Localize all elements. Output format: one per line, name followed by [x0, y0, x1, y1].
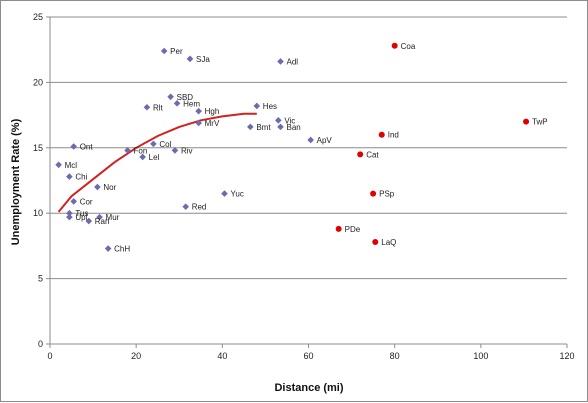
data-point-ChH: [104, 245, 112, 252]
data-point-Upl: [66, 213, 73, 221]
x-tick-label: 20: [131, 351, 141, 361]
data-point-Mur: [96, 213, 103, 221]
data-point-Chi: [66, 173, 73, 180]
data-label-ChH: ChH: [114, 245, 130, 254]
data-label-Per: Per: [170, 47, 183, 56]
data-label-Cat: Cat: [366, 150, 379, 159]
x-tick-label: 100: [473, 351, 488, 361]
data-point-Per: [160, 47, 168, 55]
data-point-Lel: [139, 153, 146, 161]
x-tick-label: 60: [303, 351, 313, 361]
y-tick-label: 0: [38, 339, 43, 349]
data-label-Fon: Fon: [134, 146, 148, 155]
data-label-Chi: Chi: [75, 173, 87, 182]
data-label-Vic: Vic: [284, 116, 295, 125]
y-tick-label: 10: [33, 208, 43, 218]
trendline-layer: [57, 112, 257, 213]
data-label-Hes: Hes: [263, 102, 277, 111]
data-label-Hgh: Hgh: [205, 107, 220, 116]
data-point-Cor: [70, 198, 77, 205]
data-label-MrV: MrV: [205, 119, 220, 128]
data-label-TwP: TwP: [532, 118, 548, 127]
data-point-Mcl: [55, 161, 62, 169]
data-point-ApV: [307, 136, 314, 144]
data-point-Bmt: [247, 123, 254, 131]
data-point-Rlt: [143, 103, 151, 111]
trendline: [57, 112, 257, 213]
data-point-Tus: [66, 209, 73, 217]
data-label-Cor: Cor: [80, 197, 93, 206]
data-label-Adl: Adl: [286, 57, 298, 66]
data-point-Nor: [94, 183, 101, 191]
data-label-PSp: PSp: [379, 190, 395, 199]
data-label-Ban: Ban: [286, 123, 300, 132]
data-label-LaQ: LaQ: [381, 238, 396, 247]
data-point-PSp: [370, 190, 377, 197]
data-point-Ont: [70, 143, 77, 150]
data-point-Ran: [85, 217, 93, 225]
x-axis-title: Distance (mi): [274, 382, 343, 394]
y-tick-label: 25: [33, 12, 43, 22]
data-point-Red: [182, 203, 190, 210]
y-tick-label: 15: [33, 143, 43, 153]
data-point-Riv: [171, 147, 179, 154]
data-label-Mcl: Mcl: [65, 161, 78, 170]
data-label-Ind: Ind: [388, 131, 399, 140]
x-tick-label: 80: [390, 351, 400, 361]
data-point-Hem: [173, 100, 181, 107]
data-point-MrV: [195, 119, 202, 127]
data-label-Ont: Ont: [80, 142, 94, 151]
data-point-Yuc: [221, 190, 228, 197]
axes: 0 5 10 15 20 25 0 20 40 60 80 100 120: [33, 12, 575, 361]
data-label-Riv: Riv: [181, 146, 193, 155]
data-label-Bmt: Bmt: [256, 123, 271, 132]
data-label-Hem: Hem: [183, 99, 200, 108]
x-tick-label: 0: [47, 351, 52, 361]
data-point-TwP: [523, 118, 530, 125]
x-tick-label: 40: [217, 351, 227, 361]
points-layer: [55, 42, 530, 252]
y-axis-title: Unemployment Rate (%): [10, 118, 22, 245]
data-point-Vic: [275, 117, 282, 124]
x-tick-label: 120: [559, 351, 574, 361]
data-label-Rlt: Rlt: [153, 103, 164, 112]
data-point-Ind: [378, 131, 385, 138]
data-label-Red: Red: [192, 203, 207, 212]
data-label-ApV: ApV: [317, 136, 333, 145]
data-label-Ran: Ran: [95, 217, 110, 226]
data-point-Adl: [277, 58, 284, 65]
data-label-Tus: Tus: [75, 209, 88, 218]
data-label-SBD: SBD: [177, 93, 194, 102]
data-point-SJa: [186, 55, 194, 63]
data-label-PDe: PDe: [345, 225, 361, 234]
data-point-PDe: [335, 225, 342, 232]
data-label-Nor: Nor: [103, 183, 116, 192]
data-point-Hgh: [195, 107, 202, 115]
y-tick-label: 5: [38, 274, 43, 284]
data-label-Mur: Mur: [106, 213, 120, 222]
data-point-Cat: [357, 151, 364, 158]
data-point-Hes: [253, 102, 261, 110]
data-label-Coa: Coa: [401, 42, 416, 51]
data-label-SJa: SJa: [196, 55, 210, 64]
data-point-Fon: [124, 147, 131, 154]
data-label-Upl: Upl: [75, 213, 87, 222]
y-tick-label: 20: [33, 77, 43, 87]
data-label-Col: Col: [159, 140, 171, 149]
data-point-SBD: [167, 93, 174, 101]
data-label-Yuc: Yuc: [230, 190, 243, 199]
data-label-Lel: Lel: [149, 153, 160, 162]
data-point-LaQ: [372, 238, 379, 245]
data-point-Ban: [277, 123, 284, 131]
data-point-Col: [150, 140, 157, 148]
data-point-Coa: [391, 42, 398, 49]
